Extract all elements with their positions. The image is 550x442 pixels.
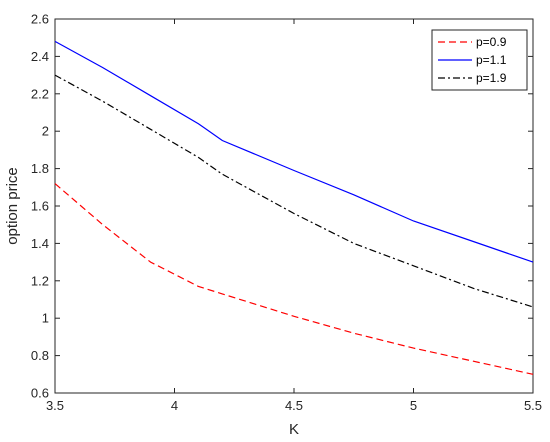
y-tick-label: 2.2 [31,86,49,101]
y-tick-label: 1.2 [31,273,49,288]
x-axis-ticks: 3.5 4 4.5 5 5.5 [46,19,542,413]
y-tick-label: 0.6 [31,386,49,401]
series-line-p-1-9 [54,74,534,308]
legend-label: p=1.9 [476,71,507,85]
x-tick-label: 5.5 [524,398,542,413]
y-tick-label: 2.4 [31,49,49,64]
x-tick-label: 4 [171,398,178,413]
y-tick-label: 2.6 [31,12,49,27]
y-axis-ticks: 0.6 0.8 1 1.2 1.4 1.6 1.8 2 2.2 2.4 2.6 [31,12,533,401]
legend: p=0.9 p=1.1 p=1.9 [431,29,528,91]
y-tick-label: 1.6 [31,199,49,214]
y-tick-label: 1.4 [31,236,49,251]
x-axis-label: K [289,421,299,438]
legend-label: p=0.9 [476,35,507,49]
legend-label: p=1.1 [476,53,507,67]
series-line-p-1-1 [54,40,534,263]
x-tick-label: 3.5 [46,398,64,413]
series-line-p-0-9 [54,183,534,375]
y-tick-label: 1.8 [31,161,49,176]
y-tick-label: 1 [42,311,49,326]
y-tick-label: 2 [42,124,49,139]
x-tick-label: 5 [410,398,417,413]
series-layer [54,40,534,375]
x-tick-label: 4.5 [285,398,303,413]
y-axis-label: option price [4,167,21,245]
y-tick-label: 0.8 [31,348,49,363]
